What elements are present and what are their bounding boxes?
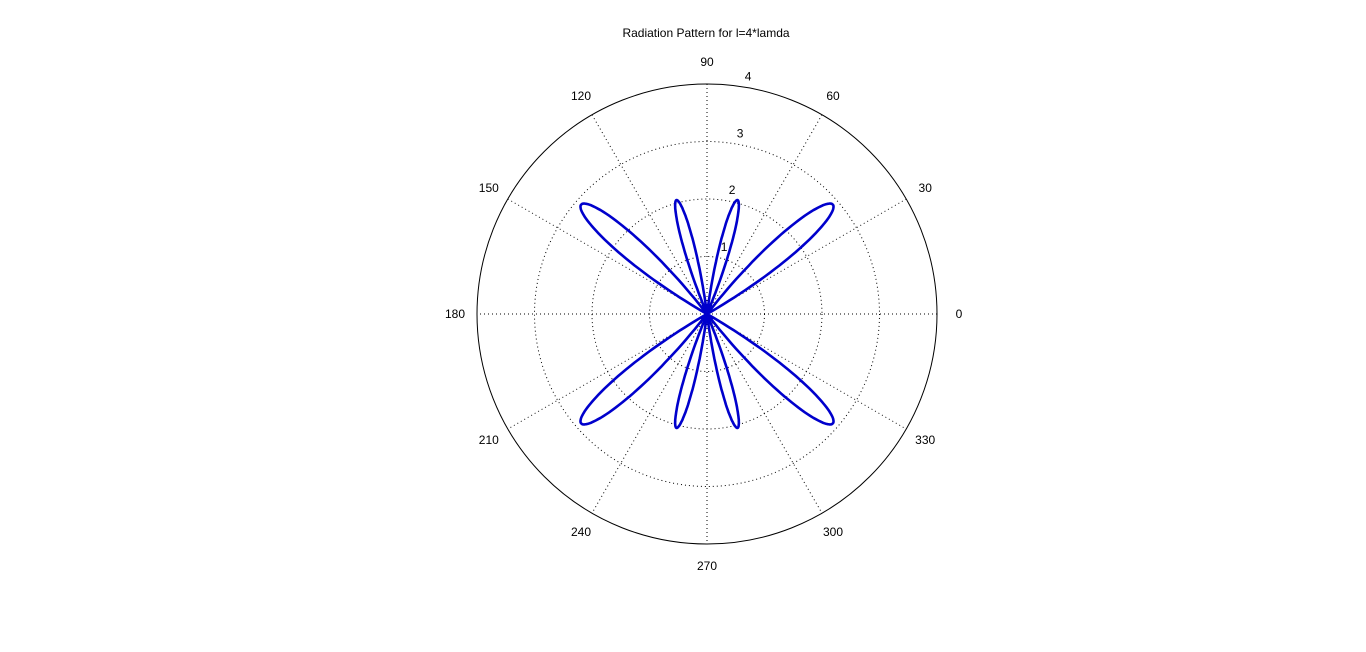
- angular-tick-labels: 0 30 60 90 120 150 180 210 240 270 300 330: [445, 55, 963, 573]
- radial-tick-labels: 1 2 3 4: [721, 69, 752, 254]
- grid-spoke: [591, 114, 823, 514]
- grid-circle: [649, 256, 765, 372]
- radiation-lobe: [705, 198, 741, 316]
- radial-tick-label: 2: [729, 183, 736, 197]
- angle-tick-label: 150: [479, 181, 499, 195]
- grid-spoke: [507, 198, 907, 430]
- chart-title: Radiation Pattern for l=4*lamda: [622, 26, 789, 40]
- radial-tick-label: 1: [721, 240, 728, 254]
- grid-spoke: [591, 114, 823, 514]
- radiation-lobe: [705, 312, 741, 430]
- radiation-lobe: [673, 198, 709, 316]
- radial-tick-label: 3: [737, 126, 744, 140]
- radiation-lobe: [579, 312, 709, 426]
- grid-spoke: [507, 198, 907, 430]
- radial-tick-label: 4: [745, 69, 752, 83]
- radiation-lobe: [705, 312, 835, 426]
- outer-circle: [476, 83, 938, 545]
- radiation-lobe: [673, 312, 709, 430]
- angle-tick-label: 90: [700, 55, 714, 69]
- angle-tick-label: 240: [571, 525, 591, 539]
- radiation-lobe: [579, 202, 709, 316]
- angle-tick-label: 330: [915, 433, 935, 447]
- angle-tick-label: 30: [919, 181, 933, 195]
- angle-tick-label: 210: [479, 433, 499, 447]
- radiation-lobe: [705, 202, 835, 316]
- angle-tick-label: 180: [445, 307, 465, 321]
- grid-circle: [534, 141, 880, 487]
- angle-tick-label: 120: [571, 89, 591, 103]
- grid-circle: [591, 198, 823, 430]
- polar-grid: [476, 83, 938, 545]
- angle-tick-label: 300: [823, 525, 843, 539]
- angle-tick-label: 0: [956, 307, 963, 321]
- series-layer: [579, 198, 835, 430]
- angle-tick-label: 60: [826, 89, 840, 103]
- series-curve: [579, 198, 835, 430]
- angle-tick-label: 270: [697, 559, 717, 573]
